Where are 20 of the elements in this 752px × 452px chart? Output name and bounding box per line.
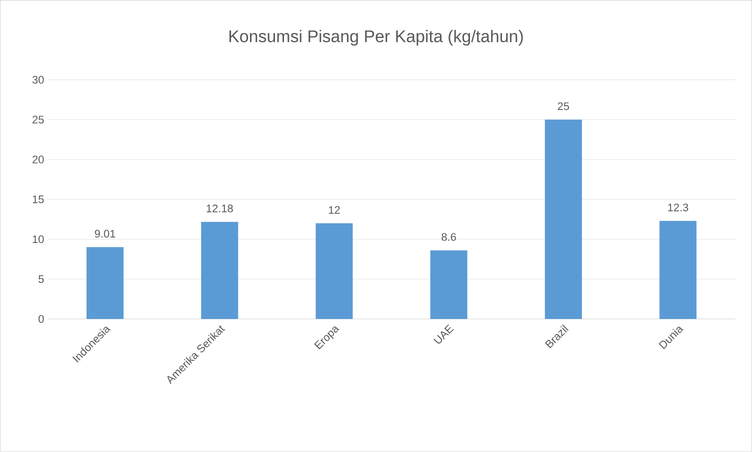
y-tick-label: 25 xyxy=(32,116,44,124)
y-tick-label: 15 xyxy=(32,196,44,204)
y-tick-label: 10 xyxy=(32,235,44,244)
data-label: 8.6 xyxy=(442,233,456,241)
bar xyxy=(430,250,468,320)
y-tick-label: 30 xyxy=(32,76,44,84)
chart-title: Konsumsi Pisang Per Kapita (kg/tahun) xyxy=(229,30,523,46)
y-tick-label: 20 xyxy=(32,156,44,164)
bar xyxy=(544,120,582,320)
data-label: 12.3 xyxy=(668,204,688,212)
y-tick-label: 5 xyxy=(38,275,44,284)
bar xyxy=(659,221,697,320)
data-label: 9.01 xyxy=(94,230,116,238)
y-tick-label: 0 xyxy=(38,315,44,323)
data-label: 12.18 xyxy=(206,204,233,212)
bar xyxy=(201,222,238,320)
data-label: 25 xyxy=(558,102,570,110)
bar xyxy=(86,247,124,320)
data-label: 12 xyxy=(328,206,340,214)
bar xyxy=(316,223,353,320)
